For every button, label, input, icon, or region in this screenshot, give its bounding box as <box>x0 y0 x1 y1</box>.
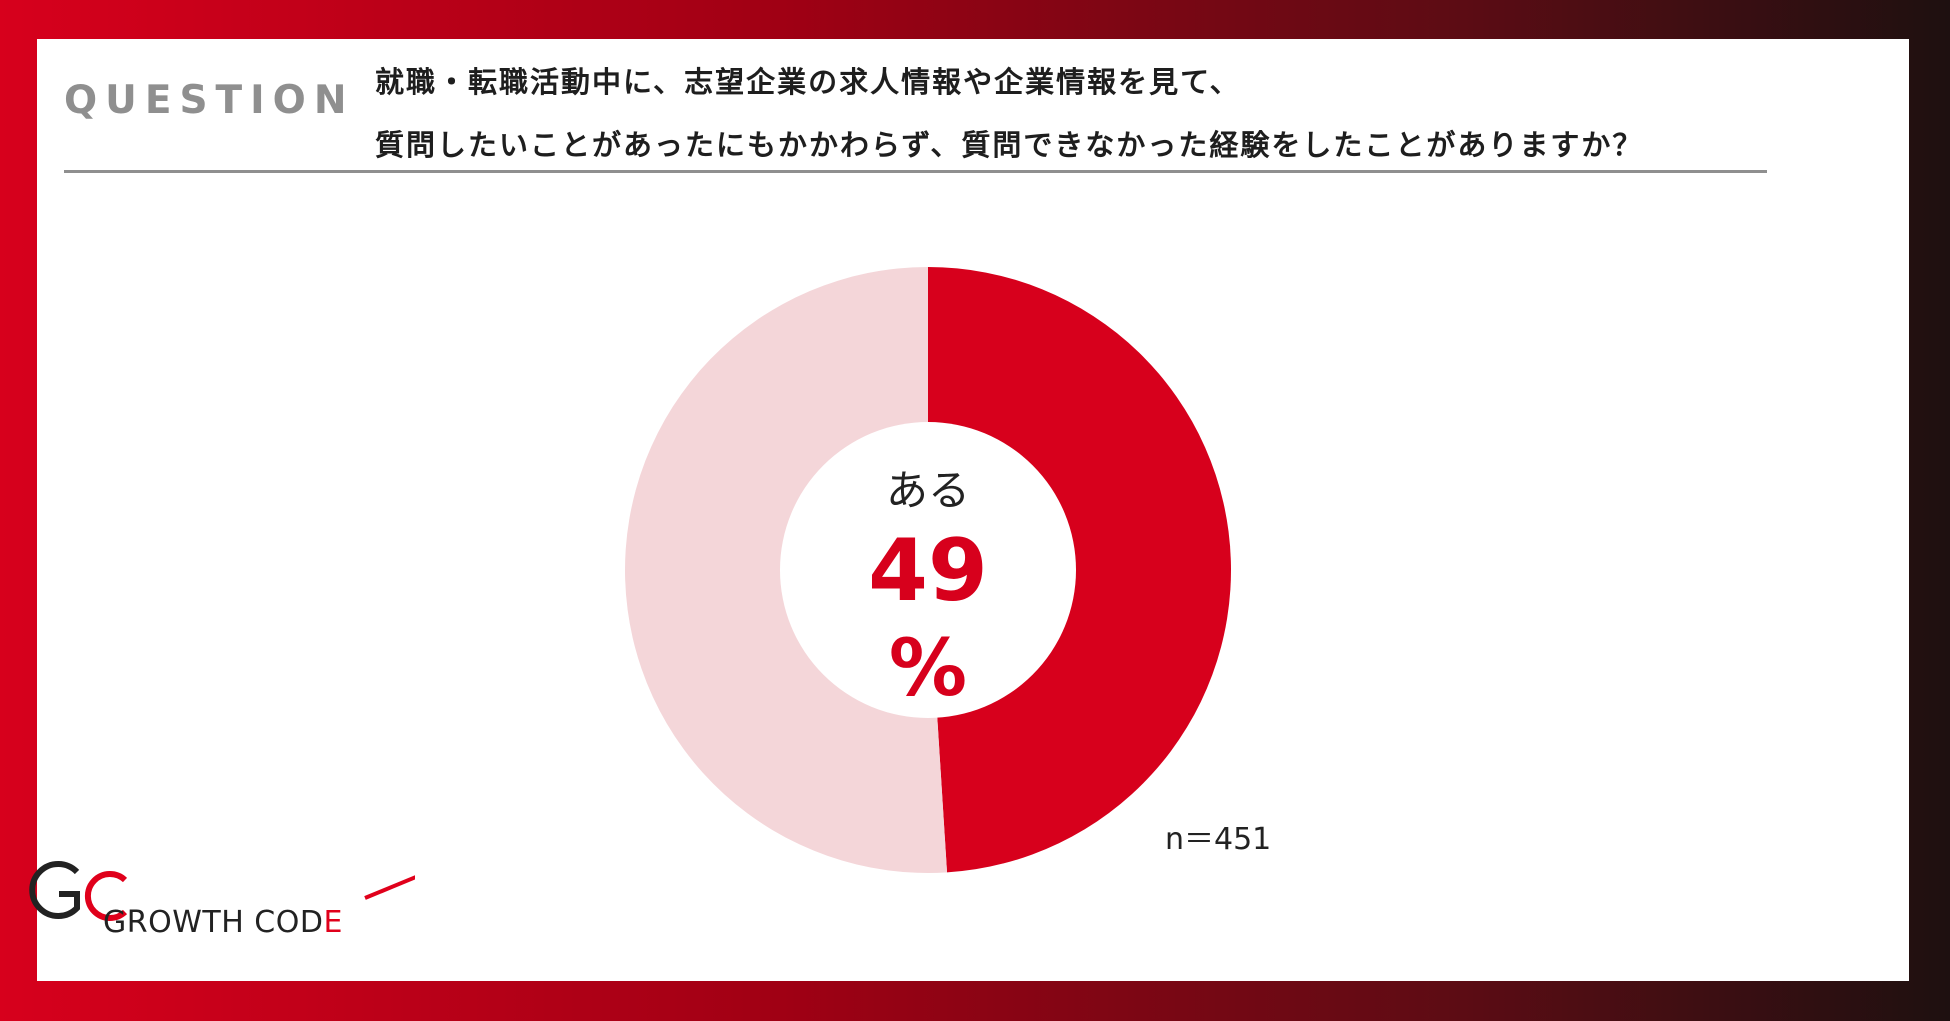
center-value: 49 <box>868 521 988 621</box>
logo-text-main: GROWTH COD <box>103 905 324 940</box>
logo-wordmark: GROWTH CODE <box>103 905 343 940</box>
center-label: ある <box>886 466 970 515</box>
question-line-1: 就職・転職活動中に、志望企業の求人情報や企業情報を見て、 <box>375 65 1241 99</box>
logo-text-accent: E <box>323 905 343 940</box>
question-line-2: 質問したいことがあったにもかかわらず、質問できなかった経験をしたことがありますか… <box>375 128 1644 162</box>
question-text: 就職・転職活動中に、志望企業の求人情報や企業情報を見て、 質問したいことがあった… <box>375 51 1855 177</box>
question-label: QUESTION <box>64 78 355 123</box>
growth-code-logo-icon <box>29 861 415 921</box>
divider <box>64 170 1767 173</box>
sample-size-label: n＝451 <box>1165 822 1272 857</box>
center-unit: % <box>889 624 967 714</box>
donut-slice-1 <box>928 267 1232 873</box>
donut-hole <box>780 422 1076 718</box>
